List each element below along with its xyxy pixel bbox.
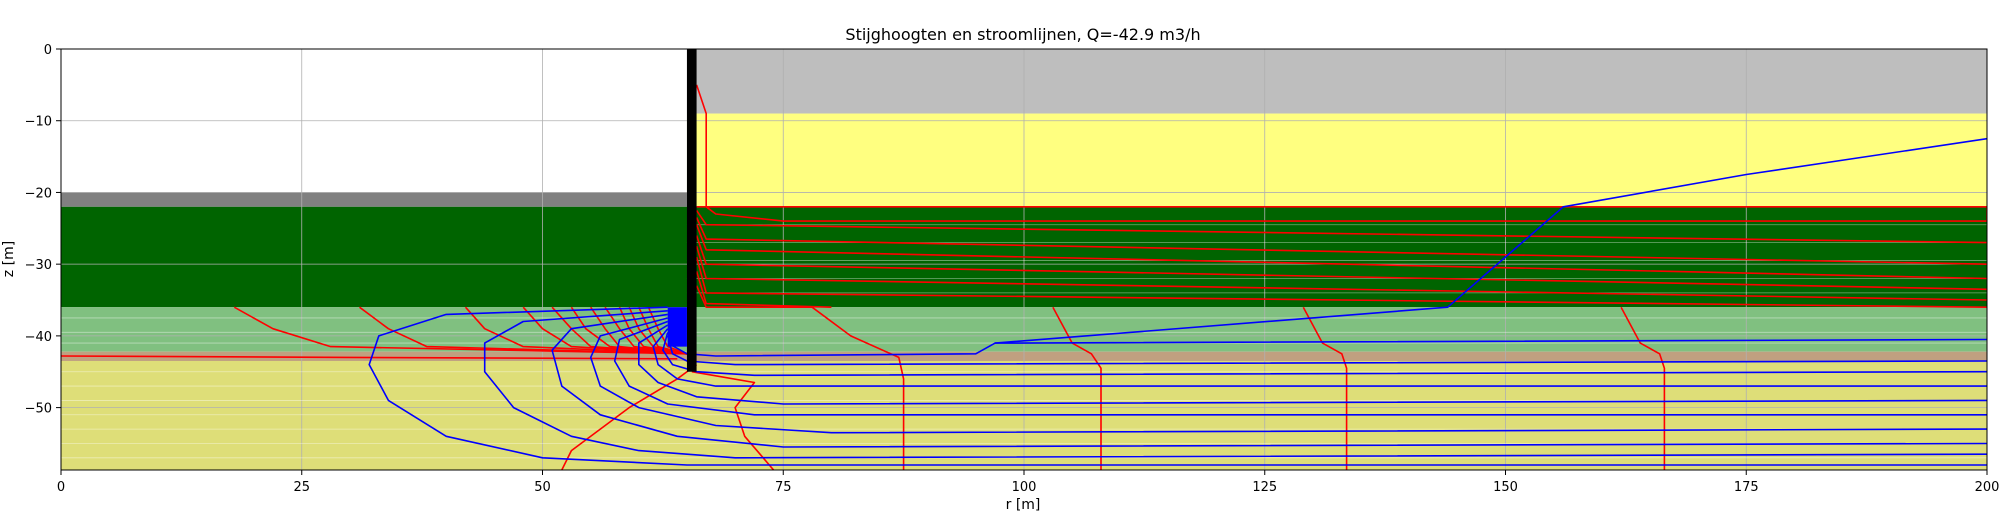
well-screen (667, 307, 687, 347)
streamline-33 (638, 324, 1987, 405)
head-contour-20 (695, 256, 1987, 308)
head-contour-1 (359, 306, 688, 355)
head-contour-22 (695, 285, 813, 308)
y-tick-label-2: −20 (25, 186, 52, 201)
head-contour-21 (695, 271, 832, 308)
streamline-32 (613, 320, 1987, 416)
head-contour-24 (1052, 306, 1102, 470)
y-tick-label-0: 0 (44, 43, 52, 58)
streamline-29 (483, 310, 1987, 459)
head-contour-17 (695, 224, 1987, 280)
soil-layer-0 (686, 49, 1987, 114)
x-tick-label-4: 100 (1012, 480, 1037, 495)
head-contour-19 (695, 245, 1987, 301)
x-tick-label-7: 175 (1734, 480, 1759, 495)
soil-layer-2 (61, 192, 687, 207)
streamline-30 (551, 313, 1987, 448)
y-tick-label-5: −50 (25, 402, 52, 417)
head-contour-15 (695, 209, 1987, 244)
head-contour-0 (233, 306, 688, 355)
structures (667, 49, 697, 372)
head-contour-8 (618, 306, 688, 355)
x-tick-label-1: 25 (293, 480, 310, 495)
y-tick-label-1: −10 (25, 115, 52, 130)
chart-title: Stijghoogten en stroomlijnen, Q=-42.9 m3… (845, 25, 1200, 44)
x-axis-label: r [m] (1006, 497, 1041, 513)
y-axis-label: z [m] (1, 241, 17, 277)
x-tick-label-3: 75 (775, 480, 792, 495)
head-contour-12 (61, 355, 678, 360)
head-contour-16 (695, 217, 1987, 265)
streamline-28 (368, 306, 1987, 466)
head-contour-18 (695, 235, 1987, 291)
contour-series (61, 84, 1987, 470)
streamline-38 (995, 137, 1987, 344)
x-tick-label-2: 50 (534, 480, 551, 495)
streamline-34 (652, 328, 1987, 387)
streamline-35 (662, 332, 1987, 377)
head-contour-6 (590, 306, 688, 355)
x-tick-label-6: 150 (1493, 480, 1518, 495)
head-contour-27 (691, 370, 775, 470)
streamline-31 (589, 317, 1987, 434)
y-axis-ticks: 0 −10 −20 −30 −40 −50 (25, 43, 61, 417)
head-contour-2 (464, 306, 688, 355)
head-contour-13 (561, 363, 698, 470)
x-tick-label-5: 125 (1252, 480, 1277, 495)
x-tick-label-8: 200 (1975, 480, 2000, 495)
head-contour-11 (647, 306, 688, 355)
head-contour-14 (695, 84, 1987, 222)
y-tick-label-4: −40 (25, 330, 52, 345)
soil-layer-1 (686, 113, 1987, 207)
streamline-37 (667, 338, 1987, 357)
x-axis-ticks: 0 25 50 75 100 125 150 175 200 (57, 470, 2000, 495)
head-contour-23 (811, 306, 905, 470)
x-tick-label-0: 0 (57, 480, 65, 495)
y-tick-label-3: −30 (25, 258, 52, 273)
grid-lines (61, 49, 1987, 470)
sheet-pile-wall (686, 49, 697, 372)
